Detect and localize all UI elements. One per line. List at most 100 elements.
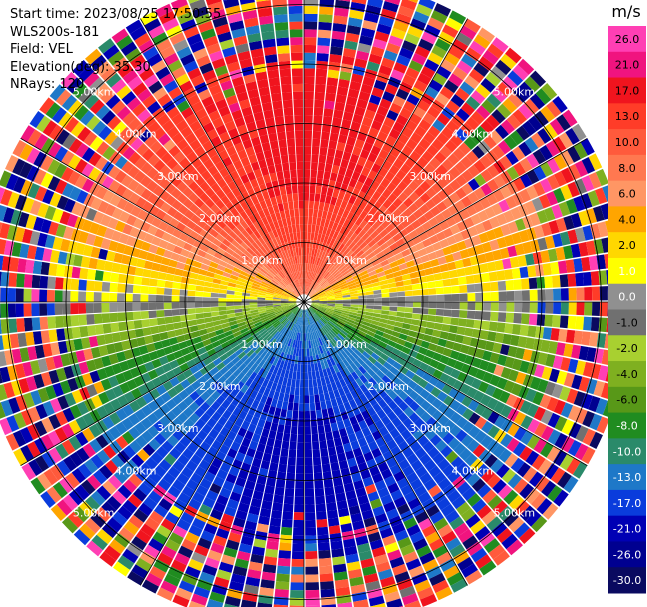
velocity-gate — [310, 232, 315, 241]
velocity-gate — [328, 414, 337, 424]
velocity-gate — [462, 408, 474, 421]
velocity-gate — [515, 347, 526, 360]
velocity-gate — [341, 312, 350, 317]
velocity-gate — [291, 256, 296, 265]
velocity-gate — [434, 151, 447, 164]
velocity-gate — [94, 324, 104, 335]
velocity-gate — [242, 310, 251, 315]
velocity-gate — [333, 310, 342, 314]
velocity-gate — [243, 164, 254, 174]
velocity-gate — [242, 292, 251, 297]
velocity-gate — [236, 259, 245, 267]
velocity-gate — [305, 317, 308, 326]
velocity-gate — [305, 574, 319, 583]
velocity-gate — [273, 374, 280, 384]
velocity-gate — [349, 268, 358, 275]
velocity-gate — [40, 155, 54, 172]
velocity-gate — [206, 128, 219, 141]
velocity-gate — [347, 17, 363, 28]
velocity-gate — [259, 200, 268, 210]
velocity-gate — [269, 222, 276, 231]
velocity-gate — [226, 588, 243, 600]
velocity-gate — [526, 185, 539, 200]
velocity-gate — [294, 289, 300, 296]
velocity-gate — [503, 489, 519, 505]
velocity-gate — [168, 259, 178, 268]
velocity-gate — [522, 241, 533, 254]
velocity-gate — [188, 558, 204, 572]
velocity-gate — [431, 194, 443, 206]
velocity-gate — [429, 572, 446, 587]
range-ring-label: 4.00km — [452, 128, 494, 141]
velocity-gate — [263, 109, 274, 120]
velocity-gate — [175, 73, 190, 87]
velocity-gate — [202, 452, 215, 464]
velocity-gate — [248, 40, 263, 51]
velocity-gate — [43, 468, 59, 486]
velocity-gate — [88, 167, 101, 182]
velocity-gate — [215, 450, 227, 462]
velocity-gate — [218, 306, 227, 311]
velocity-gate — [363, 380, 373, 390]
velocity-gate — [473, 319, 483, 330]
velocity-gate — [50, 464, 65, 481]
velocity-gate — [280, 76, 292, 86]
velocity-gate — [340, 350, 349, 359]
velocity-gate — [327, 304, 335, 307]
velocity-gate — [291, 306, 299, 313]
velocity-gate — [284, 320, 291, 328]
velocity-gate — [309, 307, 316, 313]
velocity-gate — [189, 0, 207, 12]
velocity-gate — [330, 196, 338, 206]
velocity-gate — [580, 393, 594, 410]
velocity-gate — [175, 587, 193, 601]
velocity-gate — [533, 181, 546, 197]
velocity-gate — [360, 557, 375, 569]
velocity-gate — [308, 208, 314, 217]
velocity-gate — [321, 463, 331, 473]
velocity-gate — [304, 200, 309, 209]
velocity-gate — [226, 221, 236, 231]
velocity-gate — [345, 392, 354, 402]
velocity-gate — [242, 403, 251, 414]
velocity-gate — [277, 424, 285, 433]
velocity-gate — [293, 289, 300, 297]
velocity-gate — [285, 287, 292, 293]
velocity-gate — [292, 331, 296, 340]
velocity-gate — [213, 576, 230, 588]
velocity-gate — [299, 263, 303, 272]
velocity-gate — [25, 259, 35, 274]
velocity-gate — [333, 249, 341, 258]
velocity-gate — [453, 232, 464, 243]
velocity-gate — [276, 367, 283, 377]
velocity-gate — [274, 486, 285, 496]
velocity-gate — [192, 224, 203, 235]
azimuth-spoke — [20, 301, 305, 466]
velocity-gate — [413, 79, 428, 93]
velocity-gate — [364, 347, 374, 356]
velocity-gate — [153, 254, 163, 264]
velocity-gate — [151, 236, 162, 247]
velocity-gate — [88, 423, 102, 438]
velocity-gate — [308, 387, 314, 396]
velocity-gate — [316, 320, 323, 329]
velocity-gate — [295, 481, 304, 489]
velocity-gate — [319, 440, 328, 450]
velocity-gate — [555, 342, 566, 356]
velocity-gate — [321, 455, 330, 465]
velocity-gate — [315, 321, 321, 329]
velocity-gate — [340, 523, 353, 533]
velocity-gate — [381, 142, 393, 154]
velocity-gate — [173, 151, 186, 164]
velocity-gate — [292, 410, 299, 419]
velocity-gate — [436, 497, 451, 511]
velocity-gate — [0, 351, 7, 367]
velocity-gate — [529, 239, 540, 253]
velocity-gate — [265, 298, 273, 301]
velocity-gate — [333, 563, 347, 574]
range-ring-labels: 1.00km2.00km3.00km4.00km5.00km1.00km2.00… — [73, 86, 535, 520]
velocity-gate — [495, 59, 512, 76]
velocity-gate — [78, 291, 87, 302]
velocity-gate — [349, 204, 359, 215]
velocity-gate — [582, 361, 594, 378]
